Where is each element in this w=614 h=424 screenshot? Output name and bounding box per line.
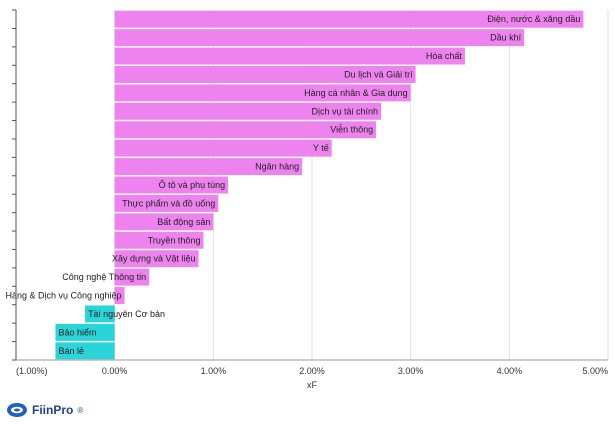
x-axis-title: xF xyxy=(307,380,318,390)
bar xyxy=(114,194,219,212)
x-tick-label: 4.00% xyxy=(497,366,523,376)
category-label: Thực phẩm và đồ uống xyxy=(122,198,215,208)
x-tick-label: (1.00%) xyxy=(16,366,48,376)
bar xyxy=(114,139,332,157)
category-label: Bảo hiểm xyxy=(58,327,96,337)
category-label: Bán lẻ xyxy=(58,346,84,356)
bar xyxy=(114,10,584,28)
logo-text: FiinPro xyxy=(32,403,74,417)
bar xyxy=(114,176,229,194)
bar xyxy=(114,250,199,268)
fiinpro-logo-icon xyxy=(7,403,27,417)
bar xyxy=(55,323,115,341)
bar xyxy=(114,213,214,231)
fiinpro-logo: FiinPro ® xyxy=(6,400,83,420)
category-label: Hóa chất xyxy=(426,51,463,61)
bar xyxy=(114,287,125,304)
bar xyxy=(114,84,411,102)
bar xyxy=(85,305,115,323)
category-labels: Điện, nước & xăng dầu Dầu khí Hóa chất Du l… xyxy=(5,14,580,356)
bar xyxy=(114,29,525,47)
bar xyxy=(55,342,115,360)
category-label: Dầu khí xyxy=(490,33,522,43)
x-tick-label: 0.00% xyxy=(102,366,128,376)
bar xyxy=(114,66,416,83)
y-axis-ticks xyxy=(12,9,16,361)
logo-registered-mark: ® xyxy=(77,405,84,415)
category-label: Hàng & Dịch vụ Công nghiệp xyxy=(5,291,121,301)
category-label: Ô tô và phụ tùng xyxy=(159,180,226,190)
x-tick-labels: (1.00%) 0.00% 1.00% 2.00% 3.00% 4.00% 5.00% xyxy=(16,366,608,376)
x-tick-label: 2.00% xyxy=(299,366,325,376)
bar xyxy=(114,121,377,139)
category-label: Du lịch và Giải trí xyxy=(344,69,413,79)
x-tick-label: 1.00% xyxy=(201,366,227,376)
category-label: Ngân hàng xyxy=(255,162,299,172)
category-label: Công nghệ Thông tin xyxy=(62,272,146,282)
category-label: Dịch vụ tài chính xyxy=(312,106,379,116)
category-label: Hàng cá nhân & Gia dụng xyxy=(304,88,408,98)
bars-group xyxy=(55,10,584,360)
category-label: Xây dựng và Vật liệu xyxy=(112,254,196,264)
x-tick-label: 5.00% xyxy=(582,366,608,376)
category-label: Truyền thông xyxy=(148,235,201,245)
category-label: Viễn thông xyxy=(330,125,373,135)
bar xyxy=(114,158,303,176)
category-label: Điện, nước & xăng dầu xyxy=(487,14,580,24)
bar xyxy=(114,102,382,120)
category-label: Y tế xyxy=(313,143,329,153)
bar-chart: Điện, nước & xăng dầu Dầu khí Hóa chất Du l… xyxy=(5,9,609,390)
bar xyxy=(114,47,465,65)
category-label: Bất động sản xyxy=(157,217,210,227)
category-label: Tài nguyên Cơ bản xyxy=(88,309,165,319)
x-tick-label: 3.00% xyxy=(398,366,424,376)
bar xyxy=(114,231,204,249)
bar xyxy=(114,268,150,286)
